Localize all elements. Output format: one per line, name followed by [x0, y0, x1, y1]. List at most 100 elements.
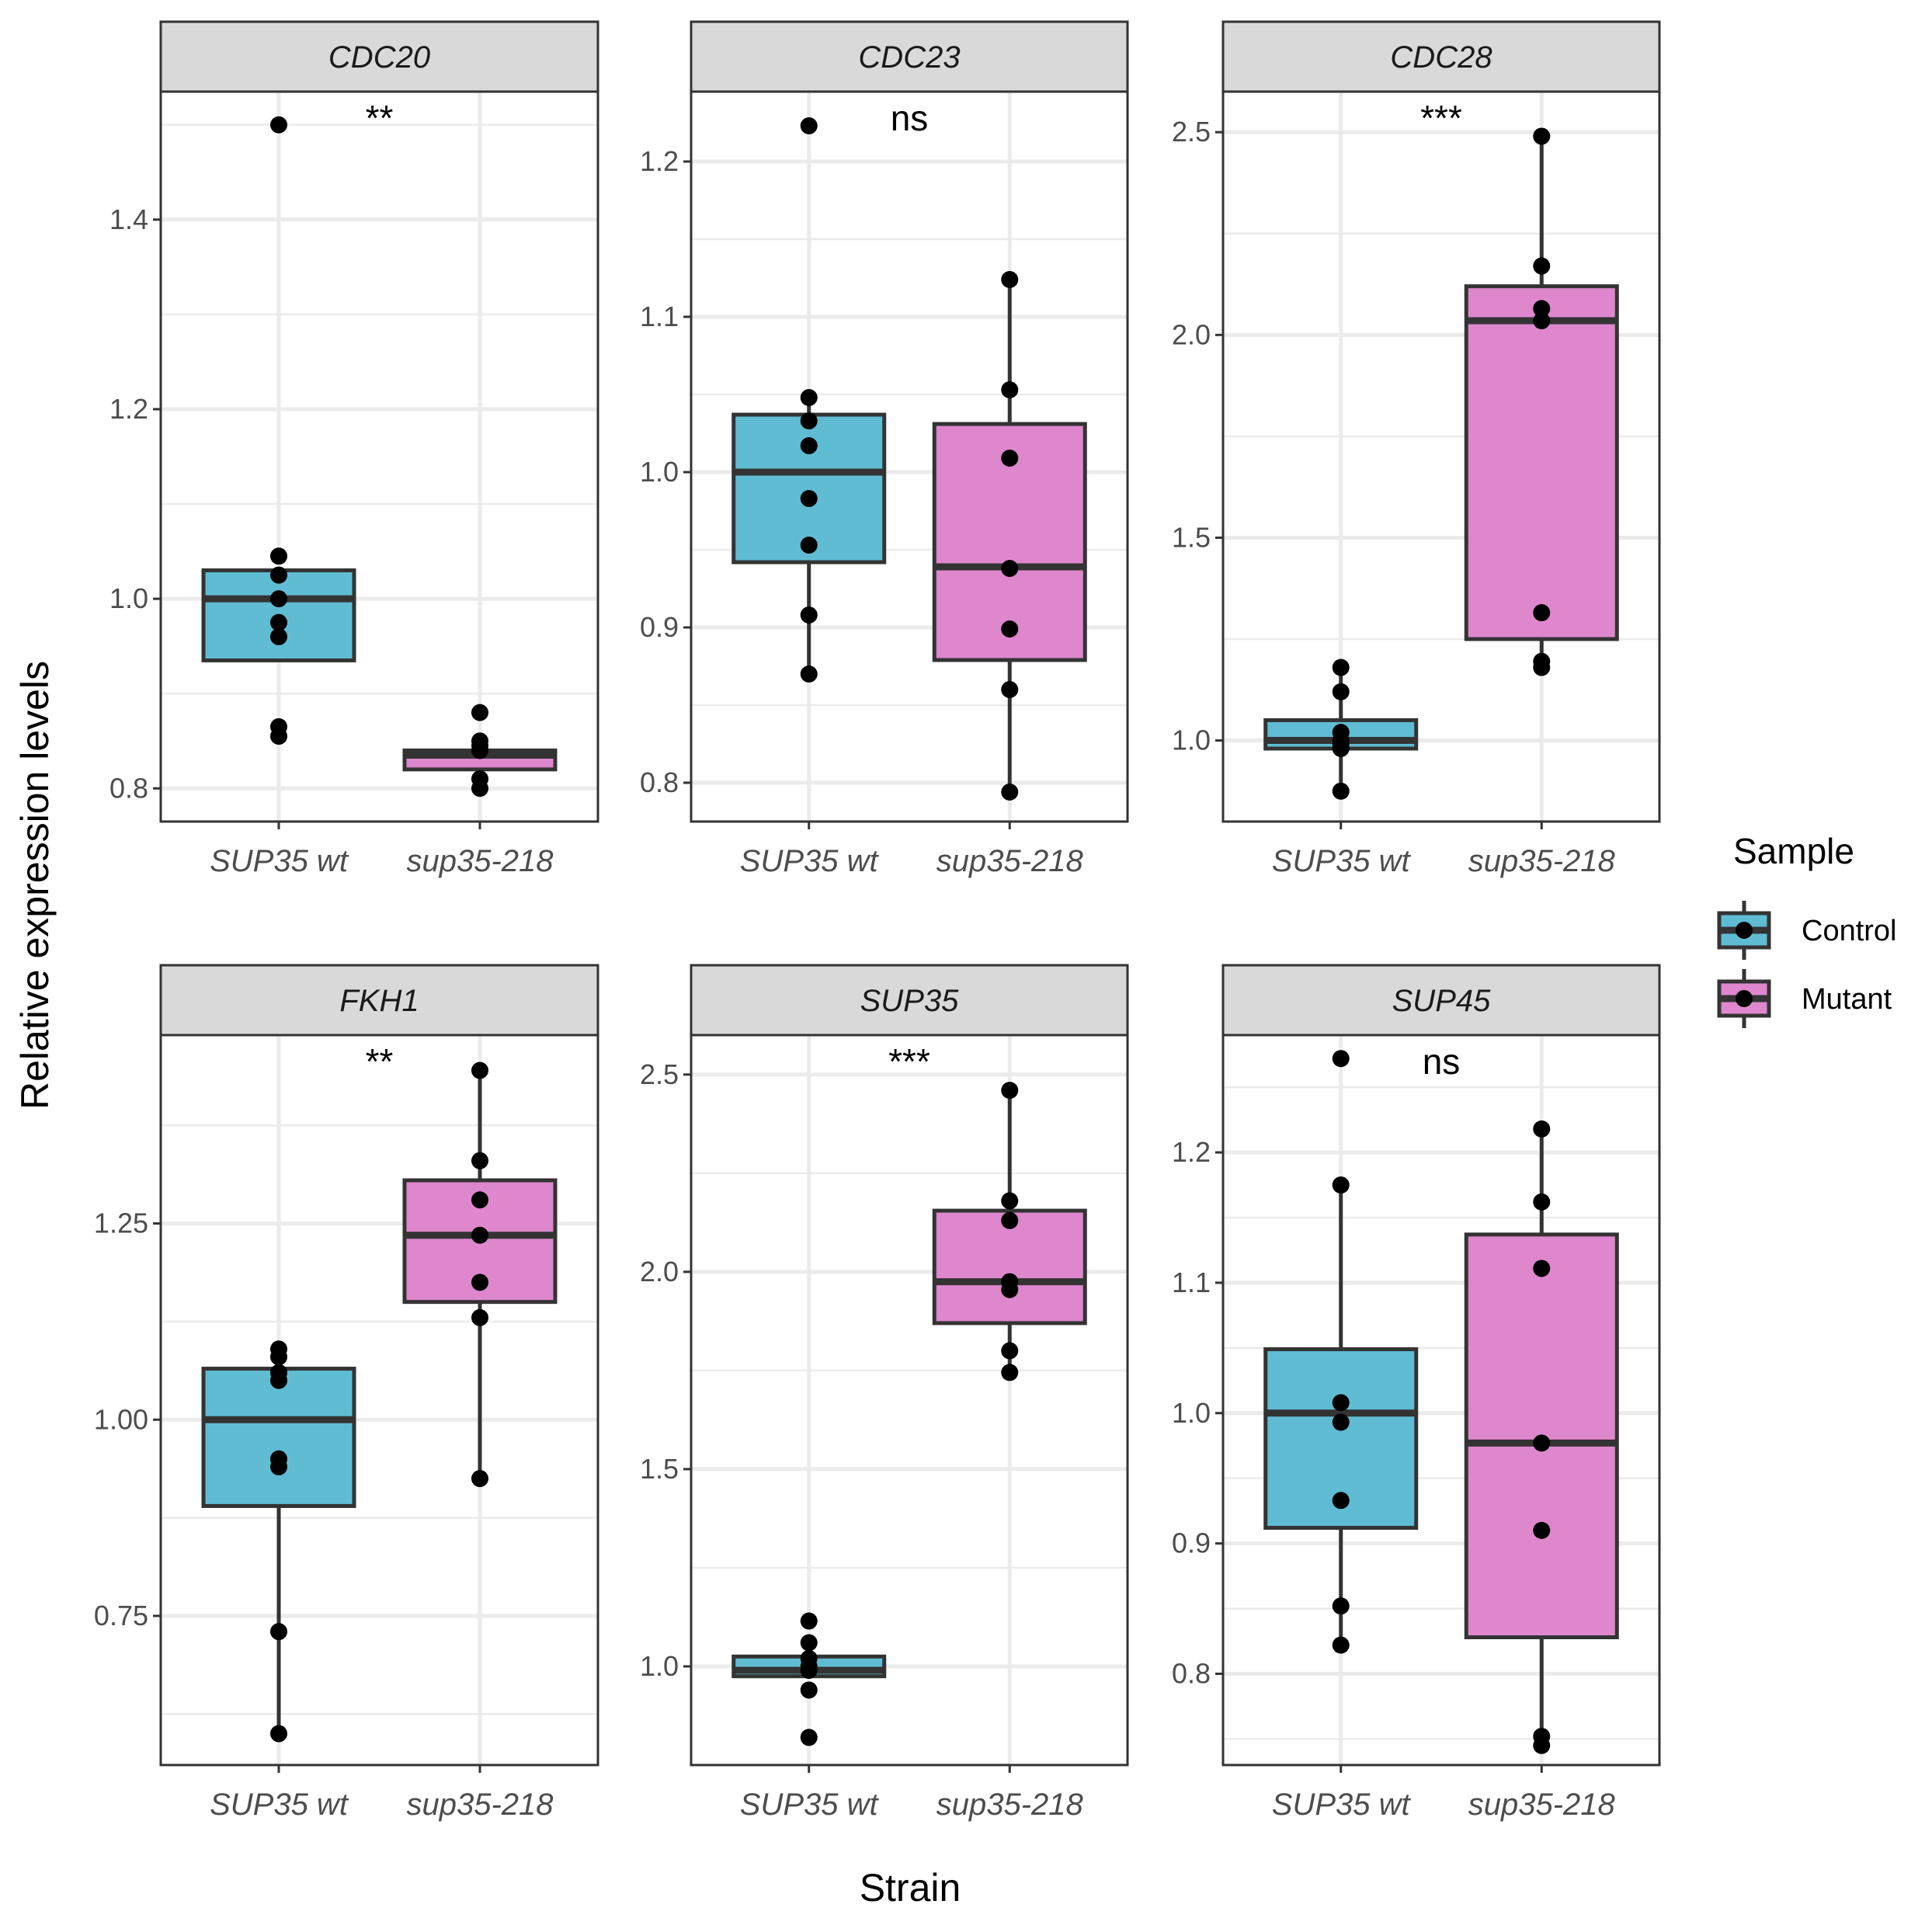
- data-point: [800, 1662, 818, 1680]
- box-group-control: [731, 1612, 887, 1746]
- significance-label: ***: [1420, 98, 1462, 138]
- data-point: [270, 566, 288, 584]
- y-tick-label: 1.1: [1172, 1267, 1211, 1298]
- data-point: [270, 1623, 288, 1641]
- box-body: [201, 1367, 356, 1508]
- panel-cdc28: 1.0 1.5 2.0 2.5 SUP35 wt sup35-218 *** CDC28: [1172, 20, 1661, 878]
- data-point: [270, 116, 288, 134]
- data-point: [1001, 784, 1019, 801]
- data-point: [800, 437, 818, 454]
- y-tick-label: 1.2: [640, 145, 679, 177]
- facet-strip: [1221, 20, 1661, 93]
- data-point: [800, 389, 818, 406]
- data-point: [270, 728, 288, 745]
- data-point: [800, 1681, 818, 1699]
- data-point: [1332, 1176, 1350, 1194]
- legend-label: Control: [1802, 915, 1897, 947]
- box-group-mutant: [402, 704, 558, 797]
- data-point: [270, 1371, 288, 1389]
- data-point: [270, 547, 288, 565]
- y-tick-label: 1.0: [1172, 724, 1211, 756]
- y-tick-label: 1.5: [640, 1453, 679, 1485]
- data-point: [800, 1634, 818, 1652]
- data-point: [800, 1729, 818, 1746]
- data-point: [1332, 658, 1350, 676]
- significance-label: ns: [891, 98, 929, 138]
- data-point: [1332, 683, 1350, 700]
- x-tick-label: SUP35 wt: [740, 844, 880, 878]
- facet-strip-label: SUP45: [1392, 984, 1491, 1018]
- panel-fkh1: 0.75 1.00 1.25 SUP35 wt sup35-218 ** FKH1: [94, 964, 599, 1822]
- data-point: [270, 1348, 288, 1366]
- box-group-control: [731, 117, 887, 683]
- y-tick-label: 1.25: [94, 1207, 148, 1239]
- data-point: [270, 590, 288, 608]
- data-point: [471, 1470, 488, 1488]
- data-point: [471, 1226, 488, 1244]
- data-point: [800, 1612, 818, 1630]
- facet-strip-label: CDC20: [328, 40, 430, 75]
- y-tick-label: 2.5: [1172, 116, 1211, 148]
- data-point: [1001, 1082, 1019, 1100]
- box-group-mutant: [932, 271, 1087, 801]
- x-tick-label: SUP35 wt: [1272, 844, 1412, 878]
- significance-label: **: [366, 1041, 394, 1082]
- x-tick-label: SUP35 wt: [1272, 1788, 1412, 1822]
- data-point: [1533, 604, 1551, 622]
- data-point: [800, 117, 818, 134]
- x-tick-label: sup35-218: [406, 1788, 554, 1822]
- box-group-control: [201, 1340, 356, 1743]
- data-point: [471, 704, 488, 721]
- facet-strip: [159, 964, 599, 1037]
- data-point: [270, 1458, 288, 1475]
- y-tick-label: 1.2: [109, 393, 148, 425]
- y-tick-label: 1.4: [109, 203, 148, 235]
- box-group-mutant: [402, 1062, 558, 1488]
- data-point: [1001, 560, 1019, 577]
- data-point: [1001, 681, 1019, 698]
- facet-strip: [159, 20, 599, 93]
- data-point: [1332, 1050, 1350, 1068]
- y-tick-label: 2.5: [640, 1058, 679, 1090]
- y-axis-title: Relative expression levels: [13, 661, 57, 1110]
- data-point: [471, 1191, 488, 1209]
- data-point: [800, 412, 818, 429]
- legend-key-point: [1736, 990, 1753, 1007]
- significance-label: ns: [1423, 1041, 1461, 1082]
- y-tick-label: 1.0: [109, 582, 148, 614]
- data-point: [1533, 1193, 1551, 1211]
- plot-background: [691, 1035, 1128, 1765]
- data-point: [1001, 381, 1019, 398]
- y-tick-label: 1.1: [640, 301, 679, 332]
- data-point: [1001, 1342, 1019, 1360]
- data-point: [1332, 1413, 1350, 1431]
- y-tick-label: 0.9: [1172, 1527, 1211, 1559]
- data-point: [1332, 1597, 1350, 1615]
- y-tick-label: 1.0: [1172, 1397, 1211, 1429]
- data-point: [800, 606, 818, 624]
- facet-strip-label: CDC28: [1390, 40, 1492, 75]
- data-point: [1332, 740, 1350, 757]
- box-body: [932, 1208, 1087, 1326]
- box-group-control: [201, 116, 356, 745]
- data-point: [1001, 271, 1019, 288]
- data-point: [1001, 1211, 1019, 1229]
- data-point: [270, 613, 288, 631]
- y-tick-label: 0.9: [640, 611, 679, 643]
- data-point: [1533, 1120, 1551, 1138]
- data-point: [1533, 1260, 1551, 1277]
- y-tick-label: 1.00: [94, 1403, 148, 1435]
- data-point: [1332, 1394, 1350, 1412]
- panel-cdc20: 0.8 1.0 1.2 1.4 SUP35 wt sup35-218 ** CDC20: [109, 20, 599, 878]
- box-group-control: [1263, 1050, 1419, 1654]
- data-point: [1001, 1192, 1019, 1210]
- x-tick-label: sup35-218: [1468, 1788, 1616, 1822]
- data-point: [1001, 1364, 1019, 1381]
- box-group-mutant: [932, 1082, 1087, 1381]
- data-point: [800, 665, 818, 683]
- legend: Sample Control Mutant: [1717, 831, 1897, 1028]
- y-tick-label: 0.8: [640, 766, 679, 798]
- facet-strip-label: CDC23: [858, 40, 960, 75]
- data-point: [1332, 1636, 1350, 1654]
- x-tick-label: SUP35 wt: [210, 844, 349, 878]
